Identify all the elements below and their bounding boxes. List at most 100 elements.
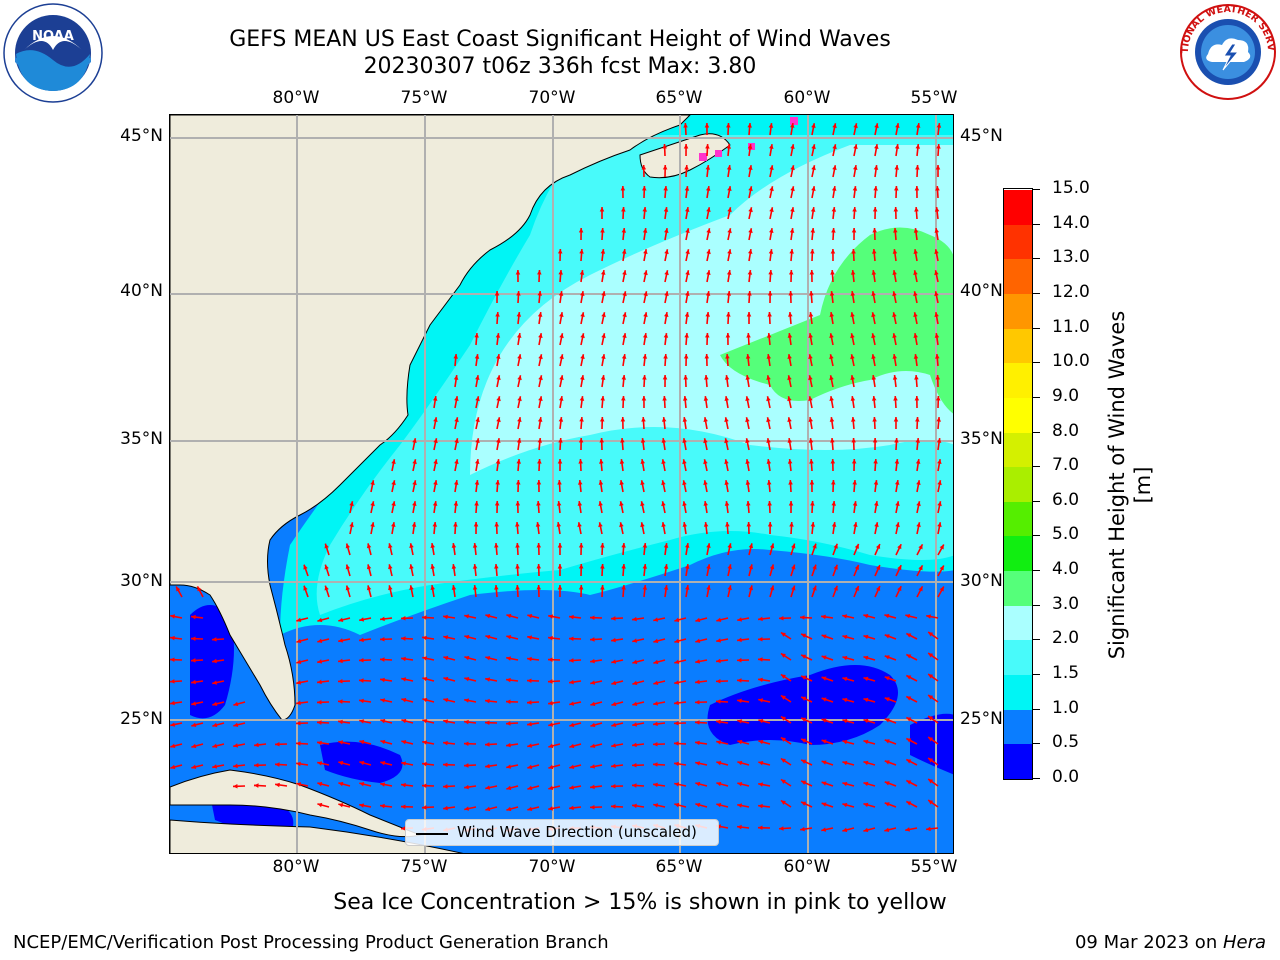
wind-wave-arrowhead [935, 186, 940, 191]
wind-wave-arrowhead [556, 501, 562, 506]
wind-wave-arrowhead [191, 722, 197, 728]
wind-wave-arrowhead [808, 396, 813, 402]
wind-wave-arrowhead [516, 459, 521, 464]
wind-wave-arrowhead [745, 480, 751, 485]
wind-wave-arrowhead [884, 697, 890, 702]
wind-wave-arrowhead [769, 228, 774, 233]
wind-wave-arrowhead [747, 144, 753, 149]
wind-wave-arrowhead [703, 417, 708, 422]
wind-wave-arrowhead [422, 740, 428, 745]
colorbar-segment [1004, 570, 1032, 606]
wind-wave-arrowhead [558, 438, 563, 443]
wind-wave-arrowhead [412, 438, 417, 444]
footer-host: Hera [1222, 932, 1266, 953]
lon-label-top: 65°W [655, 88, 703, 108]
wind-wave-arrowhead [801, 654, 807, 659]
wind-wave-arrowhead [683, 144, 689, 149]
wind-wave-arrowhead [893, 207, 899, 212]
wind-wave-arrowhead [538, 375, 543, 381]
wind-wave-arrowhead [716, 658, 721, 664]
wind-wave-arrowhead [303, 585, 308, 591]
wind-wave-arrowhead [906, 633, 912, 638]
wind-wave-arrowhead [621, 585, 626, 590]
wind-wave-arrowhead [559, 312, 564, 317]
wind-wave-arrowhead [852, 207, 857, 212]
wind-wave-arrowhead [517, 375, 522, 381]
wind-wave-arrowhead [684, 564, 690, 569]
wind-wave-arrowhead [935, 375, 941, 380]
wind-wave-arrowhead [338, 719, 343, 725]
wind-wave-arrowhead [548, 722, 554, 727]
wind-wave-arrowhead [611, 616, 616, 621]
wind-wave-arrowhead [653, 701, 659, 706]
wind-wave-arrowhead [684, 333, 689, 338]
sea-ice-note: Sea Ice Concentration > 15% is shown in … [333, 890, 947, 915]
wind-wave-arrowhead [737, 782, 743, 787]
wind-wave-arrowhead [464, 784, 469, 790]
wind-wave-arrowhead [768, 249, 774, 254]
wind-wave-arrowhead [527, 743, 533, 748]
wind-wave-arrowhead [695, 638, 701, 644]
wind-wave-arrowhead [787, 417, 792, 423]
wind-wave-arrowhead [809, 291, 814, 296]
wind-wave-arrowhead [475, 396, 480, 402]
wind-wave-arrowhead [808, 417, 813, 422]
wind-wave-arrowhead [579, 396, 585, 401]
wind-wave-arrowhead [422, 697, 428, 703]
wind-wave-arrowhead [850, 354, 855, 360]
wind-wave-arrowhead [727, 249, 732, 255]
wind-wave-arrowhead [642, 354, 648, 359]
wind-wave-arrowhead [296, 720, 301, 726]
wind-wave-arrowhead [801, 780, 807, 785]
wind-wave-arrowhead [810, 522, 816, 527]
wind-wave-arrowhead [191, 614, 196, 620]
wind-wave-arrowhead [515, 501, 521, 506]
wind-wave-arrowhead [527, 806, 533, 812]
wind-wave-arrowhead [433, 459, 438, 465]
wind-wave-arrowhead [176, 586, 181, 592]
wind-wave-arrowhead [578, 459, 583, 464]
wind-wave-arrowhead [233, 701, 239, 707]
wind-wave-arrowhead [703, 501, 708, 506]
colorbar-tick-label: 4.0 [1052, 559, 1080, 580]
wind-wave-arrowhead [747, 270, 753, 275]
wind-wave-arrowhead [536, 501, 541, 506]
wind-wave-arrowhead [871, 291, 876, 297]
wind-wave-arrowhead [853, 144, 858, 150]
wind-wave-arrowhead [527, 613, 533, 619]
wind-wave-arrowhead [380, 636, 385, 642]
wind-wave-arrowhead [934, 228, 940, 233]
colorbar-tick-mark [1033, 223, 1040, 225]
wind-wave-arrowhead [746, 522, 752, 527]
wind-wave-arrowhead [611, 701, 617, 707]
wind-wave-arrowhead [788, 291, 794, 296]
wind-wave-arrowhead [506, 764, 512, 769]
wind-wave-arrowhead [936, 144, 941, 149]
wind-wave-arrowhead [873, 480, 879, 485]
wind-wave-arrowhead [642, 585, 648, 590]
wind-wave-arrowhead [863, 760, 869, 766]
wind-wave-arrowhead [780, 695, 786, 700]
colorbar-tick-label: 6.0 [1052, 489, 1080, 510]
wind-wave-arrowhead [349, 501, 354, 507]
wind-wave-arrowhead [748, 228, 753, 234]
wind-wave-arrowhead [892, 291, 897, 297]
wind-wave-arrowhead [872, 438, 878, 443]
wind-wave-arrowhead [401, 615, 406, 621]
wind-wave-arrowhead [684, 543, 690, 548]
wind-wave-arrowhead [359, 637, 364, 643]
wind-wave-arrowhead [527, 656, 532, 662]
wind-wave-arrowhead [548, 785, 554, 791]
colorbar-tick-label: 3.0 [1052, 593, 1080, 614]
wind-wave-arrowhead [473, 522, 479, 527]
wind-wave-arrowhead [485, 677, 491, 682]
wind-wave-arrowhead [706, 249, 711, 255]
wind-wave-arrowhead [453, 480, 459, 485]
wind-wave-arrowhead [663, 186, 668, 191]
wind-wave-arrowhead [766, 480, 772, 485]
wind-wave-arrowhead [619, 480, 624, 485]
wind-wave-arrowhead [535, 522, 541, 527]
wind-wave-arrowhead [893, 228, 898, 233]
wind-wave-arrowhead [537, 417, 543, 422]
wind-wave-arrowhead [338, 802, 344, 808]
